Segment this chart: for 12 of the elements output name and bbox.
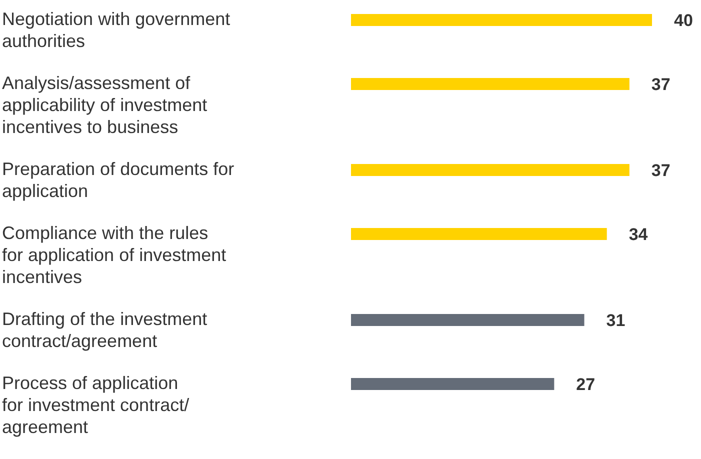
y-tick-label: Negotiation with government authorities [2,9,230,51]
y-tick-label: Drafting of the investment contract/agreement [2,309,208,351]
data-label: 27 [576,375,596,394]
y-tick-label: Analysis/assessment of applicability of investment incentives to business [2,73,208,137]
y-tick-label: Preparation of documents for application [2,159,234,201]
data-label: 31 [606,311,626,330]
data-label: 37 [651,75,670,94]
data-label: 40 [674,11,693,30]
data-label: 37 [651,161,670,180]
y-tick-label: Process of application for investment contract/ agreement [2,373,190,437]
y-tick-label: Compliance with the rules for application of investment incentives [2,223,226,287]
data-label: 34 [628,225,648,244]
